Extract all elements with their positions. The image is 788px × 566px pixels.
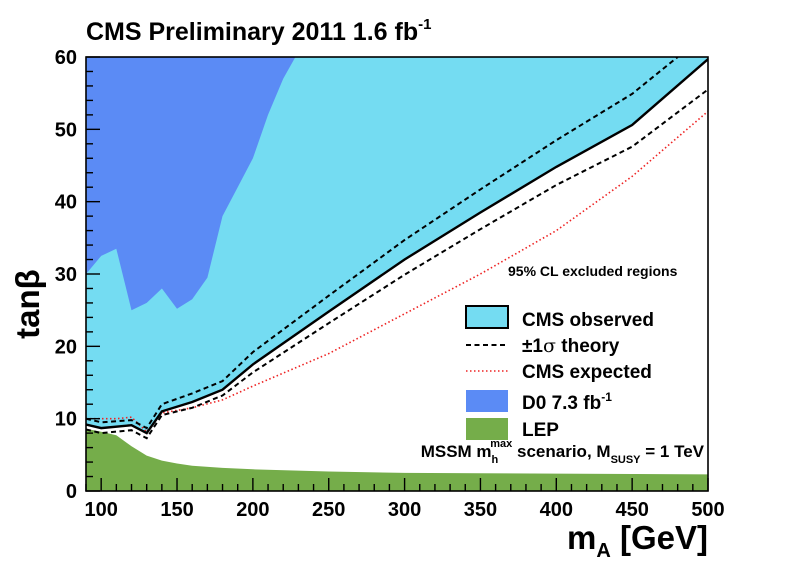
legend: CMS observed ±1σ theory CMS expected D0 …	[465, 305, 654, 441]
axis-tick-labels: 100 150 200 250 300 350 400 450 500 0 10 20 30 40 50 60	[55, 47, 725, 521]
chart-title-sup: -1	[418, 16, 431, 33]
y-tick-label: 50	[55, 119, 77, 141]
scenario-h-sub: h	[492, 454, 499, 466]
scenario-max-sup: max	[490, 438, 513, 450]
legend-swatch-observed	[465, 305, 509, 329]
legend-label-theory-pre: ±1	[522, 336, 543, 357]
y-tick-label: 0	[66, 481, 77, 503]
y-axis-title: tanβ	[9, 269, 46, 339]
legend-label-observed: CMS observed	[522, 310, 654, 331]
legend-label-d0: D0 7.3 fb-1	[522, 390, 612, 414]
x-tick-label: 350	[464, 499, 497, 521]
x-tick-label: 150	[160, 499, 193, 521]
legend-label-expected: CMS expected	[522, 362, 652, 383]
legend-label-d0-main: D0 7.3 fb	[522, 393, 601, 414]
scenario-middle: scenario, M	[512, 442, 610, 461]
axis-ticks	[85, 56, 709, 492]
x-tick-label: 200	[236, 499, 269, 521]
d0-excluded-area	[86, 57, 296, 311]
lep-excluded-area	[86, 428, 708, 491]
legend-swatch-lep	[466, 418, 508, 440]
x-tick-label: 250	[312, 499, 345, 521]
scenario-susy-sub: SUSY	[611, 454, 642, 466]
legend-label-d0-sup: -1	[601, 390, 612, 404]
legend-label-theory: ±1σ theory	[522, 335, 620, 357]
x-axis-title-main: m	[567, 519, 596, 556]
expected-limit-line	[86, 110, 708, 433]
scenario-prefix: MSSM m	[421, 442, 492, 461]
scenario-suffix: = 1 TeV	[641, 442, 705, 461]
chart-title: CMS Preliminary 2011 1.6 fb-1	[86, 16, 431, 46]
y-tick-label: 40	[55, 192, 77, 214]
y-tick-label: 10	[55, 409, 77, 431]
theory-plus-sigma-line	[86, 57, 679, 430]
y-tick-label: 20	[55, 336, 77, 358]
x-axis-title: mA [GeV]	[567, 519, 708, 562]
legend-label-theory-sigma: σ	[543, 335, 556, 357]
scenario-label: MSSM mh max scenario, MSUSY = 1 TeV	[421, 438, 705, 466]
x-tick-label: 400	[540, 499, 573, 521]
y-tick-label: 30	[55, 264, 77, 286]
observed-limit-line	[86, 58, 708, 435]
region-label: 95% CL excluded regions	[508, 263, 678, 279]
x-tick-label: 300	[388, 499, 421, 521]
y-tick-label: 60	[55, 47, 77, 69]
legend-swatch-d0	[466, 390, 508, 412]
x-axis-title-sub: A	[596, 540, 610, 562]
chart-title-main: CMS Preliminary 2011 1.6 fb	[86, 18, 418, 46]
x-tick-label: 100	[84, 499, 117, 521]
theory-minus-sigma-line	[86, 88, 708, 440]
x-axis-title-rest: [GeV]	[611, 519, 708, 556]
x-tick-label: 450	[615, 499, 648, 521]
legend-label-lep: LEP	[522, 420, 559, 441]
legend-label-theory-post: theory	[556, 336, 620, 357]
x-tick-label: 500	[691, 499, 724, 521]
